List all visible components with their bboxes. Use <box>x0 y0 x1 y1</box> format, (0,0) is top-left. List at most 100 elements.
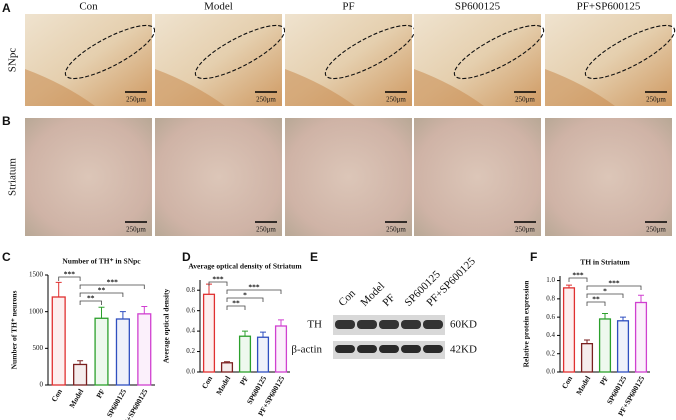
band <box>335 345 355 353</box>
column-label: Con <box>79 1 98 13</box>
panel-letter: A <box>2 1 11 15</box>
scale-bar-label: 250μm <box>646 226 666 234</box>
significance-bracket <box>586 293 624 298</box>
x-tick-label: Con <box>560 374 575 391</box>
bar <box>238 335 252 373</box>
blot-size: 42KD <box>450 344 477 356</box>
blot-protein: TH <box>307 319 322 331</box>
tissue-shade <box>545 69 615 106</box>
panel-letter: D <box>182 250 191 264</box>
bar <box>115 318 130 386</box>
significance-label: ** <box>87 294 95 303</box>
significance-label: *** <box>107 278 119 287</box>
scale-bar-label: 250μm <box>646 96 666 104</box>
significance-bracket <box>79 300 102 305</box>
chart-title: TH in Striatum <box>580 258 630 267</box>
region-outline <box>453 24 545 80</box>
tissue-shade <box>155 69 225 106</box>
significance-bracket <box>586 301 606 306</box>
band <box>379 345 399 353</box>
band <box>335 320 355 329</box>
band <box>401 320 421 329</box>
y-tick-label: 0.8 <box>186 286 195 294</box>
significance-bracket <box>226 289 282 294</box>
significance-label: * <box>243 291 247 300</box>
blot-protein: β-actin <box>291 344 322 356</box>
column-label: PF <box>342 1 354 13</box>
x-tick-label: Con <box>200 374 215 391</box>
bar <box>73 363 88 386</box>
y-tick-label: 0.6 <box>546 313 555 321</box>
bar <box>562 287 576 373</box>
y-axis-label: Relative protein expression <box>522 280 531 368</box>
error-bar <box>260 331 266 338</box>
panel-letter: B <box>2 114 11 128</box>
y-tick-label: 0.0 <box>186 368 195 376</box>
bar <box>274 325 288 373</box>
band <box>423 320 443 329</box>
band <box>401 345 421 353</box>
bar <box>202 293 216 373</box>
row-label: Striatum <box>7 158 19 196</box>
significance-bracket <box>79 284 145 289</box>
panel-letter: F <box>530 250 537 264</box>
y-tick-label: 0.4 <box>546 331 555 339</box>
significance-bracket <box>58 276 81 281</box>
error-bar <box>55 281 62 297</box>
region-outline <box>584 24 676 80</box>
bar <box>598 318 612 373</box>
y-tick-label: 500 <box>33 344 44 352</box>
scale-bar-label: 250μm <box>386 96 406 104</box>
blot-size: 60KD <box>450 319 477 331</box>
micrograph <box>25 118 152 236</box>
x-tick-label: PF <box>94 387 107 400</box>
y-axis-label: Average optical density <box>162 289 171 364</box>
y-tick-label: 0.4 <box>186 327 195 335</box>
lane-label: Model <box>358 280 387 309</box>
bar <box>94 317 109 386</box>
y-tick-label: 1500 <box>29 271 44 279</box>
column-label: PF+SP600125 <box>577 1 641 13</box>
y-tick-label: 0.6 <box>186 306 195 314</box>
significance-bracket <box>586 285 642 290</box>
x-tick-label: PF <box>598 374 611 387</box>
tissue-shade <box>285 69 355 106</box>
x-tick-label: Model <box>574 374 592 396</box>
column-label: Model <box>204 1 233 13</box>
significance-bracket <box>568 277 588 282</box>
error-bar <box>77 360 84 365</box>
error-bar <box>566 284 572 288</box>
significance-label: *** <box>608 279 620 288</box>
y-axis-label: Number of TH⁺ neurons <box>10 291 19 370</box>
bar <box>137 313 152 386</box>
significance-bracket <box>226 297 264 302</box>
error-bar <box>224 361 230 363</box>
error-bar <box>620 316 626 321</box>
bar <box>220 362 234 373</box>
significance-label: *** <box>64 270 76 279</box>
error-bar <box>602 312 608 319</box>
significance-bracket <box>226 305 246 310</box>
region-outline <box>194 24 286 80</box>
band <box>357 320 377 329</box>
error-bar <box>278 319 284 326</box>
panel-letter: C <box>2 250 11 264</box>
scale-bar-label: 250μm <box>386 226 406 234</box>
error-bar <box>98 306 105 319</box>
chart-title: Number of TH⁺ in SNpc <box>62 257 141 266</box>
chart-title: Average optical density of Striatum <box>188 262 302 271</box>
scale-bar-label: 250μm <box>256 96 276 104</box>
bar <box>616 320 630 373</box>
significance-bracket <box>79 292 124 297</box>
y-tick-label: 0.2 <box>186 347 195 355</box>
significance-label: ** <box>592 295 600 304</box>
significance-label: *** <box>572 271 584 280</box>
significance-label: ** <box>98 286 106 295</box>
panel-letter: E <box>310 250 318 264</box>
band <box>423 345 443 353</box>
x-tick-label: Con <box>49 387 64 404</box>
micrograph <box>414 118 541 236</box>
micrograph <box>155 118 282 236</box>
scale-bar-label: 250μm <box>515 226 535 234</box>
